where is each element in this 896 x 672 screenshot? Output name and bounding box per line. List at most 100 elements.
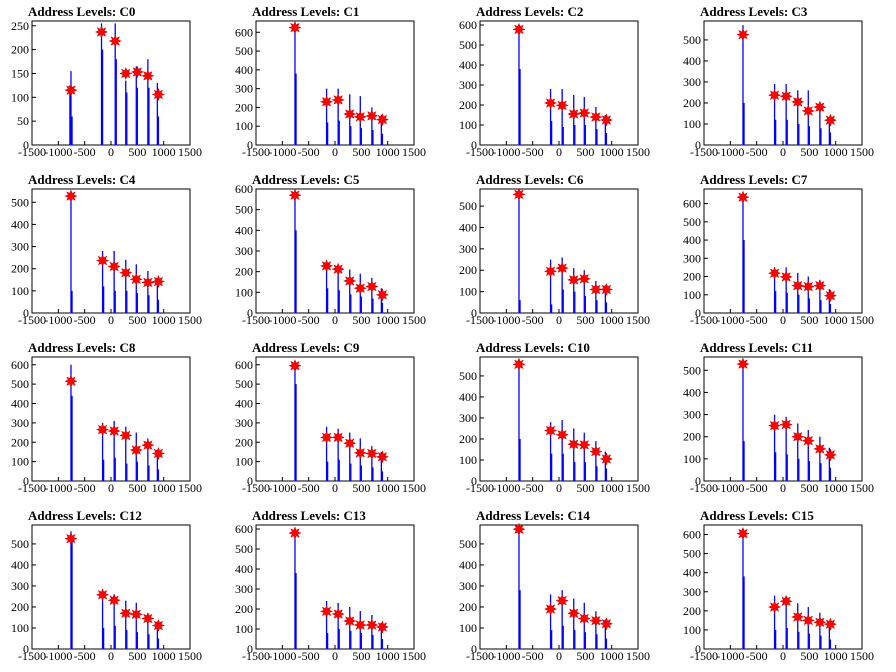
peak-marker: [599, 617, 614, 631]
y-tick-label: 500: [235, 377, 253, 391]
x-tick-label: -1500: [690, 481, 718, 495]
y-tick-label: 200: [11, 600, 29, 614]
x-tick-label: 500: [352, 649, 370, 663]
peak-marker: [779, 270, 793, 284]
peak-marker: [767, 266, 782, 280]
x-tick-label: 500: [800, 481, 818, 495]
x-tick-label: 1000: [824, 481, 848, 495]
y-tick-label: 500: [683, 363, 701, 377]
y-tick-label: 300: [683, 75, 701, 89]
x-tick-label: 0: [780, 313, 786, 327]
peak-marker: [791, 610, 805, 624]
peak-marker: [94, 25, 109, 39]
x-tick-label: 1000: [152, 649, 176, 663]
y-tick-label: 200: [11, 435, 29, 449]
peak-marker: [589, 282, 603, 297]
peak-marker: [130, 65, 145, 79]
chart-title: Address Levels: C6: [476, 172, 584, 187]
y-tick-label: 500: [459, 369, 477, 383]
x-tick-label: 1000: [600, 649, 624, 663]
y-tick-label: 400: [459, 390, 477, 404]
plot-frame: [703, 188, 863, 314]
y-tick-label: 0: [471, 642, 477, 656]
y-tick-label: 300: [459, 78, 477, 92]
peak-marker: [64, 189, 78, 203]
peak-marker: [353, 618, 368, 632]
y-tick-label: 600: [235, 25, 253, 39]
chart-title: Address Levels: C3: [700, 4, 808, 19]
peak-marker: [151, 87, 166, 102]
x-tick-label: -1000: [492, 481, 520, 495]
x-tick-label: -1000: [268, 481, 296, 495]
peak-marker: [567, 437, 581, 451]
y-tick-label: 500: [683, 547, 701, 561]
x-tick-label: -1500: [690, 313, 718, 327]
plot-frame: [479, 524, 639, 650]
peak-marker: [801, 433, 816, 448]
y-tick-label: 400: [459, 58, 477, 72]
x-tick-label: -1500: [466, 649, 494, 663]
x-tick-label: 0: [332, 481, 338, 495]
chart-svg: 0 100 200 300 400 500 -1500-1000 -500 0 500 1000 15…: [683, 356, 874, 495]
chart-svg: 0 100 200 300 400 500 600 -1500-1000 -500 0 500 100…: [235, 182, 426, 327]
peak-marker: [129, 443, 144, 457]
peak-marker: [107, 424, 121, 438]
chart-title: Address Levels: C11: [700, 340, 814, 355]
x-tick-label: 1500: [178, 145, 202, 159]
x-tick-label: 1000: [824, 313, 848, 327]
chart-title: Address Levels: C2: [476, 4, 584, 19]
y-tick-label: 100: [11, 284, 29, 298]
y-tick-label: 100: [235, 622, 253, 636]
peak-marker: [95, 588, 110, 602]
x-tick-label: 1000: [600, 145, 624, 159]
x-tick-label: -1000: [492, 145, 520, 159]
chart-svg: 0 50 100 150 200 250 -1500-1000 -500 0 500 1000 150…: [11, 19, 202, 159]
chart-panel: 0 100 200 300 400 500 -1500 -1000 -500 0 500 1000 15…: [672, 336, 896, 504]
peak-marker: [589, 613, 603, 628]
peak-marker: [736, 526, 750, 541]
x-tick-label: -1500: [466, 481, 494, 495]
y-tick-label: 300: [683, 585, 701, 599]
x-tick-label: -500: [298, 481, 320, 495]
chart-svg: 0 100 200 300 400 500 -1500-1000 -500 0 500 1000 15…: [683, 20, 874, 159]
y-tick-label: 300: [459, 579, 477, 593]
chart-panel: 0 100 200 300 400 500 600 -1500 -1000 -500 0 500 100…: [224, 336, 448, 504]
peak-marker: [331, 262, 345, 276]
peak-marker: [577, 438, 592, 452]
peak-marker: [813, 100, 827, 114]
y-tick-label: 0: [247, 306, 253, 320]
x-tick-label: -1500: [18, 145, 46, 159]
x-tick-label: 0: [332, 649, 338, 663]
plot-frame: [255, 188, 415, 314]
peak-marker: [512, 187, 526, 202]
x-tick-label: -1000: [716, 145, 744, 159]
y-tick-label: 400: [235, 397, 253, 411]
y-tick-label: 600: [683, 528, 701, 542]
x-tick-label: 1500: [402, 481, 426, 495]
x-tick-label: 1500: [850, 313, 874, 327]
x-tick-label: -500: [522, 145, 544, 159]
peak-marker: [319, 259, 334, 273]
y-tick-label: 0: [23, 642, 29, 656]
y-tick-label: 100: [235, 119, 253, 133]
x-tick-label: 0: [556, 145, 562, 159]
y-tick-label: 200: [459, 98, 477, 112]
x-tick-label: -500: [74, 313, 96, 327]
chart-panel: 0 100 200 300 400 500 600 -1500 -1000 -500 0 500 100…: [224, 504, 448, 672]
chart-panel: 0 100 200 300 400 500 600 -1500 -1000 -500 0 500 100…: [448, 0, 672, 168]
chart-panel: 0 100 200 300 400 500 -1500 -1000 -500 0 500 1000 15…: [0, 168, 224, 336]
peak-marker: [813, 278, 827, 293]
chart-svg: 0 100 200 300 400 500 600 -1500-1000 -500 0 500 100…: [235, 356, 426, 495]
x-tick-label: 0: [780, 481, 786, 495]
chart-title: Address Levels: C7: [700, 172, 808, 187]
chart-panel: 0 100 200 300 400 500 -1500 -1000 -500 0 500 1000 15…: [672, 0, 896, 168]
plot-frame: [255, 524, 415, 650]
plot-frame: [479, 356, 639, 482]
x-tick-label: -500: [522, 313, 544, 327]
x-tick-label: 1500: [178, 649, 202, 663]
x-tick-label: 1500: [850, 649, 874, 663]
y-tick-label: 400: [683, 566, 701, 580]
peak-marker: [365, 279, 379, 294]
peak-marker: [365, 618, 379, 632]
chart-title: Address Levels: C9: [252, 340, 360, 355]
